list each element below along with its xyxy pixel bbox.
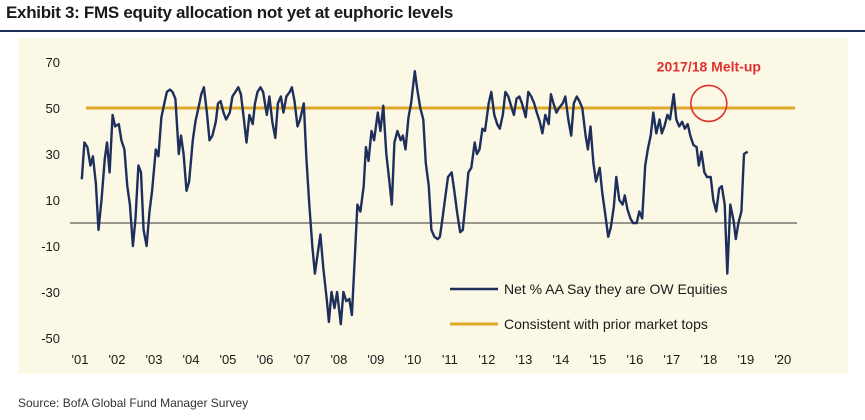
x-tick-label: '06 [256, 352, 273, 367]
x-tick-label: '14 [552, 352, 569, 367]
legend-label-ow-equities: Net % AA Say they are OW Equities [504, 281, 727, 297]
x-tick-label: '19 [737, 352, 754, 367]
x-tick-label: '20 [774, 352, 791, 367]
y-tick-label: 30 [46, 147, 60, 162]
y-tick-label: 10 [46, 193, 60, 208]
x-tick-label: '04 [182, 352, 199, 367]
x-tick-label: '18 [700, 352, 717, 367]
x-tick-label: '07 [293, 352, 310, 367]
y-tick-label: -30 [41, 285, 60, 300]
x-axis: '01 '02 '03 '04 '05 '06 '07 '08 '09 '10 '11 '12 '13 '… [72, 352, 792, 367]
x-tick-label: '02 [109, 352, 126, 367]
y-tick-label: -50 [41, 331, 60, 346]
x-tick-label: '03 [146, 352, 163, 367]
y-tick-label: 70 [46, 55, 60, 70]
x-tick-label: '13 [515, 352, 532, 367]
melt-up-circle [690, 84, 728, 123]
y-tick-label: 50 [46, 101, 60, 116]
x-tick-label: '05 [219, 352, 236, 367]
legend: Net % AA Say they are OW Equities Consis… [450, 281, 727, 332]
series-line-ow-equities [80, 70, 749, 326]
source-note: Source: BofA Global Fund Manager Survey [18, 396, 249, 410]
x-tick-label: '10 [404, 352, 421, 367]
title-rule [0, 30, 865, 32]
y-axis: 70 50 30 10 -10 -30 -50 [41, 55, 60, 346]
x-tick-label: '15 [589, 352, 606, 367]
legend-label-market-tops: Consistent with prior market tops [504, 316, 708, 332]
y-tick-label: -10 [41, 239, 60, 254]
x-tick-label: '08 [330, 352, 347, 367]
plot-background [18, 38, 848, 374]
melt-up-annotation: 2017/18 Melt-up [657, 59, 761, 75]
x-tick-label: '16 [626, 352, 643, 367]
x-tick-label: '09 [367, 352, 384, 367]
x-tick-label: '11 [442, 352, 458, 367]
x-tick-label: '01 [72, 352, 89, 367]
x-tick-label: '17 [663, 352, 680, 367]
chart-title: Exhibit 3: FMS equity allocation not yet… [6, 3, 454, 22]
x-tick-label: '12 [478, 352, 495, 367]
